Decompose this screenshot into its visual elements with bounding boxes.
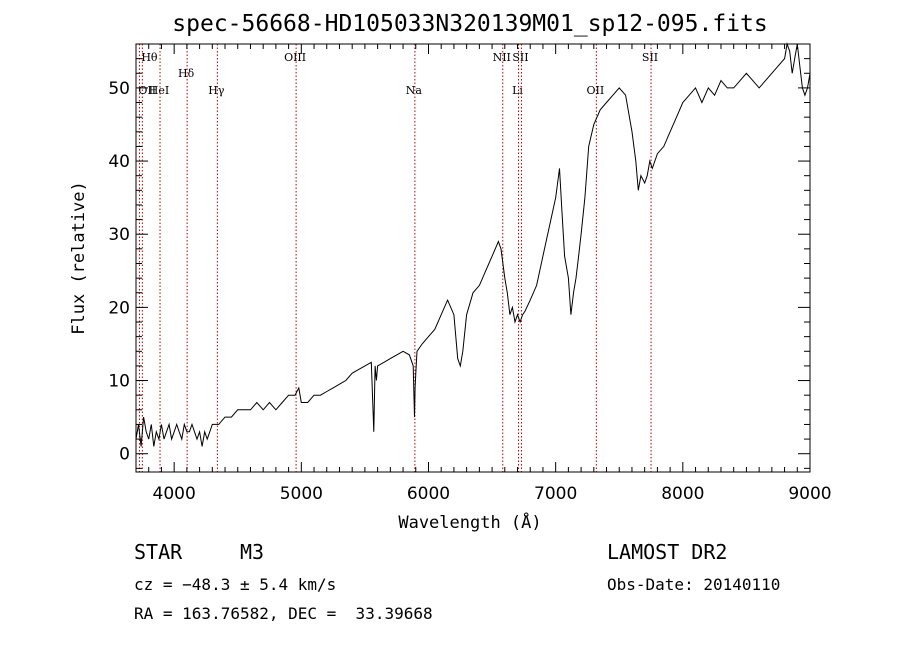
line-marker-label: Li [512,84,523,97]
x-tick-label: 8000 [661,484,704,504]
spectral-line-markers: Hθ HeI Hδ Hγ OIII Na NII Li SII OII SII OII [138,44,658,472]
plot-frame [135,43,811,473]
line-marker-label: Hδ [178,67,195,80]
x-tick-label: 5000 [280,484,323,504]
y-tick-label: 10 [108,372,130,392]
chart-title: spec-56668-HD105033N320139M01_sp12-095.f… [172,11,767,37]
x-tick-label: 4000 [153,484,196,504]
y-tick-label: 20 [108,298,130,318]
object-class: STAR [134,540,183,564]
x-tick-label: 6000 [407,484,450,504]
flux-series-line [135,42,811,447]
x-tick-label: 9000 [788,484,831,504]
coordinates: RA = 163.76582, DEC = 33.39668 [134,604,433,623]
survey-name: LAMOST DR2 [607,540,728,564]
observation-date: Obs-Date: 20140110 [607,575,781,594]
y-tick-label: 40 [108,152,130,172]
line-marker-label: OII [138,84,156,97]
line-marker-label: Hθ [141,51,158,64]
line-marker-label: OIII [284,51,306,64]
object-subclass: M3 [240,540,265,564]
y-tick-label: 30 [108,225,130,245]
y-tick-label: 50 [108,79,130,99]
line-marker-label: SII [512,51,528,64]
line-marker-label: NII [493,51,511,64]
x-tick-label: 7000 [534,484,577,504]
line-marker-label: OII [586,84,604,97]
axis-ticks: 4000 5000 6000 7000 8000 9000 0 10 20 30 40 50 [108,44,832,504]
y-tick-label: 0 [119,445,130,465]
line-marker-label: SII [642,51,658,64]
line-marker-label: Hγ [208,84,225,97]
x-axis-title: Wavelength (Å) [398,511,541,533]
redshift-velocity: cz = −48.3 ± 5.4 km/s [134,575,337,594]
line-marker-label: HeI [149,84,169,97]
y-axis-title: Flux (relative) [69,181,89,335]
line-marker-label: Na [406,84,423,97]
